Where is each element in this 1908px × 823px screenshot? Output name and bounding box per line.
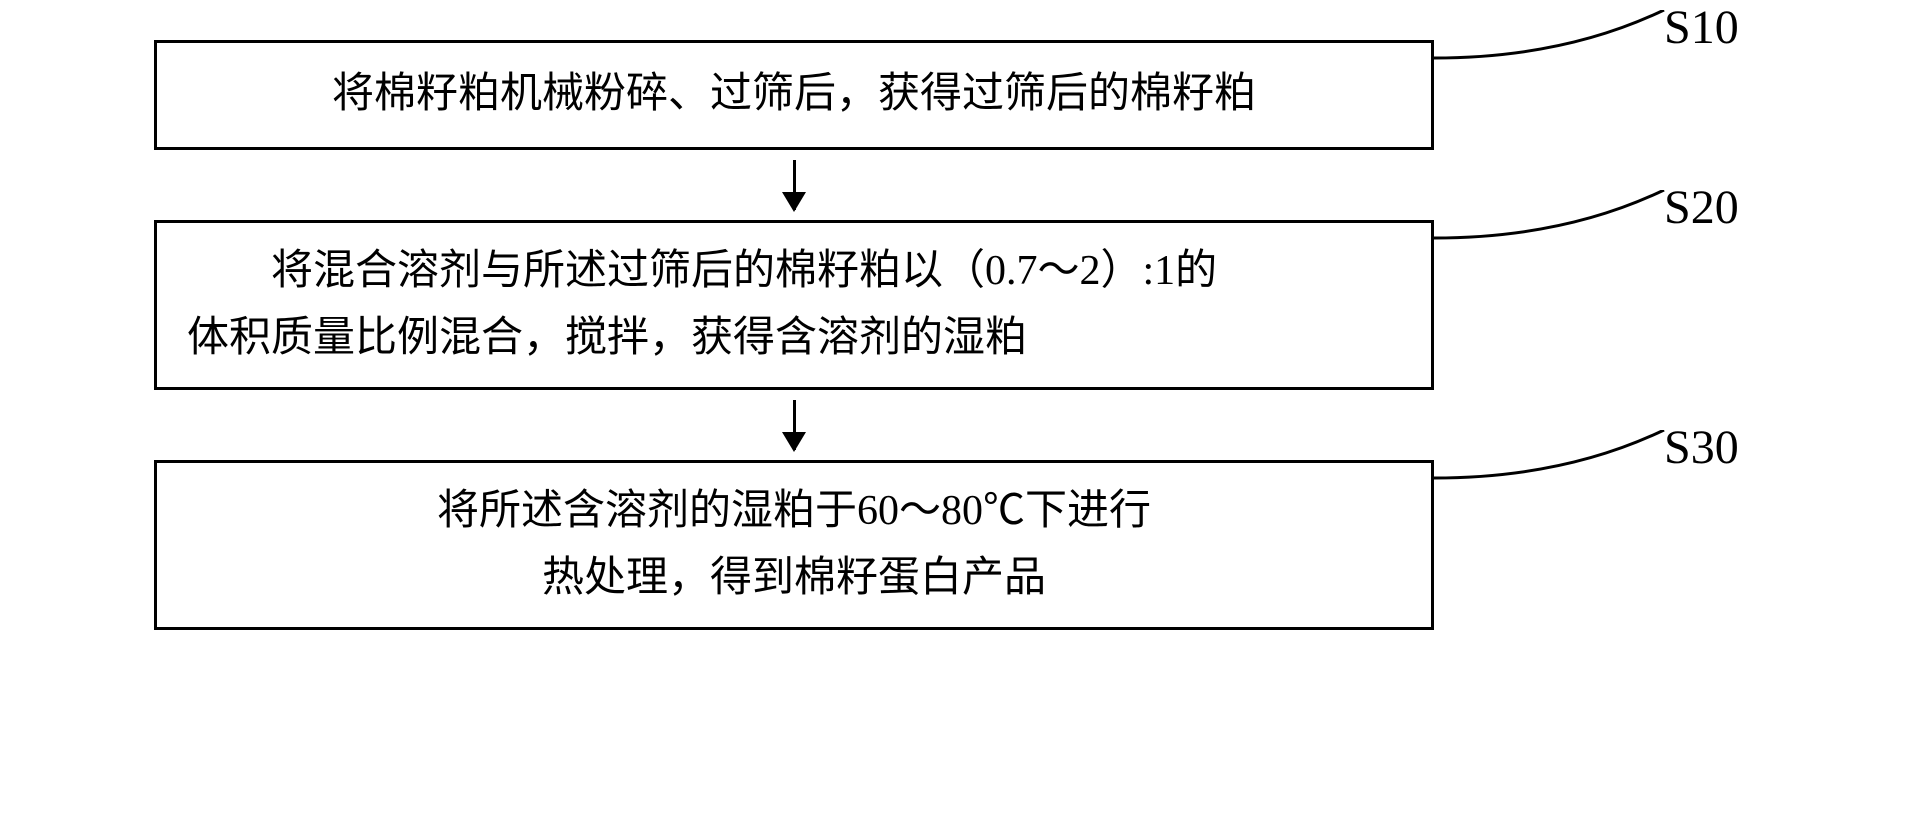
arrow-head-1 [782, 192, 806, 212]
flowchart-container: 将棉籽粕机械粉碎、过筛后，获得过筛后的棉籽粕 S10 将混合溶剂与所述过筛后的棉… [154, 40, 1754, 630]
step-text-s20-line2: 体积质量比例混合，搅拌，获得含溶剂的湿粕 [187, 305, 1401, 372]
step-text-s20: 将混合溶剂与所述过筛后的棉籽粕以（0.7～2）:1的 体积质量比例混合，搅拌，获… [187, 238, 1401, 372]
step-box-s10: 将棉籽粕机械粉碎、过筛后，获得过筛后的棉籽粕 [154, 40, 1434, 150]
step-box-s20: 将混合溶剂与所述过筛后的棉籽粕以（0.7～2）:1的 体积质量比例混合，搅拌，获… [154, 220, 1434, 390]
connector-s30 [1434, 430, 1694, 510]
step-text-s30-line2: 热处理，得到棉籽蛋白产品 [187, 545, 1401, 612]
step-text-s10: 将棉籽粕机械粉碎、过筛后，获得过筛后的棉籽粕 [187, 61, 1401, 128]
arrow-line-2 [793, 400, 796, 450]
step-box-s30: 将所述含溶剂的湿粕于60～80℃下进行 热处理，得到棉籽蛋白产品 [154, 460, 1434, 630]
arrow-line-1 [793, 160, 796, 210]
connector-s20 [1434, 190, 1694, 270]
step-text-s30: 将所述含溶剂的湿粕于60～80℃下进行 热处理，得到棉籽蛋白产品 [187, 478, 1401, 612]
arrow-head-2 [782, 432, 806, 452]
step-label-s10: S10 [1664, 0, 1739, 55]
connector-s10 [1434, 10, 1694, 90]
step-text-s30-line1: 将所述含溶剂的湿粕于60～80℃下进行 [187, 478, 1401, 545]
step-text-s20-line1: 将混合溶剂与所述过筛后的棉籽粕以（0.7～2）:1的 [187, 238, 1401, 305]
step-label-s20: S20 [1664, 180, 1739, 235]
arrow-2 [154, 390, 1434, 460]
step-label-s30: S30 [1664, 420, 1739, 475]
arrow-1 [154, 150, 1434, 220]
